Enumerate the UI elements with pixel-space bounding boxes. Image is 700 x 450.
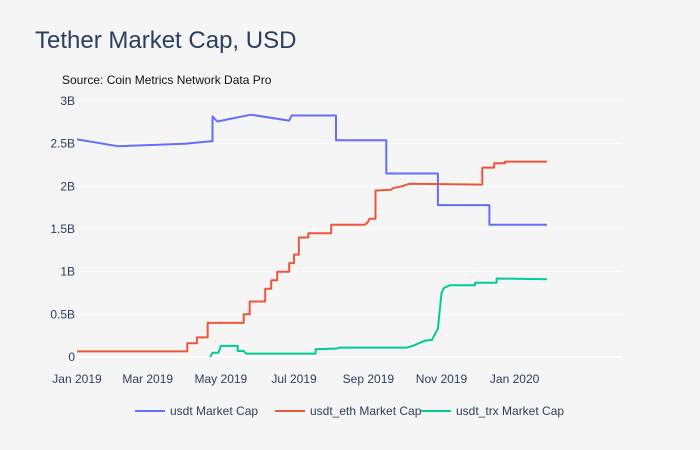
axes: 0 0.5B 1B 1.5B 2B 2.5B 3B Jan 2019 Mar 2019 May 2… — [50, 94, 539, 386]
x-tick-label: May 2019 — [195, 372, 248, 386]
y-tick-label: 1B — [60, 265, 75, 279]
y-tick-label: 0.5B — [50, 307, 75, 321]
source-annotation: Source: Coin Metrics Network Data Pro — [62, 73, 272, 87]
legend-label: usdt_eth Market Cap — [310, 404, 422, 418]
x-tick-label: Jan 2020 — [490, 372, 540, 386]
x-tick-label: Mar 2019 — [122, 372, 173, 386]
y-tick-label: 2.5B — [50, 137, 75, 151]
legend-label: usdt_trx Market Cap — [456, 404, 564, 418]
series-lines — [76, 113, 548, 358]
x-tick-label: Jul 2019 — [271, 372, 317, 386]
series-line-0 — [76, 113, 547, 226]
x-tick-label: Nov 2019 — [416, 372, 468, 386]
y-tick-label: 1.5B — [50, 222, 75, 236]
legend[interactable]: usdt Market Cap usdt_eth Market Cap usdt_t… — [135, 404, 564, 418]
y-tick-label: 0 — [68, 350, 75, 364]
legend-item-1[interactable]: usdt_eth Market Cap — [275, 404, 422, 418]
chart-title: Tether Market Cap, USD — [35, 27, 297, 54]
x-tick-label: Sep 2019 — [343, 372, 395, 386]
legend-label: usdt Market Cap — [170, 404, 258, 418]
series-line-2 — [209, 277, 548, 358]
legend-item-0[interactable]: usdt Market Cap — [135, 404, 258, 418]
series-line-1 — [77, 160, 547, 353]
y-tick-label: 2B — [60, 179, 75, 193]
y-tick-label: 3B — [60, 94, 75, 108]
legend-item-2[interactable]: usdt_trx Market Cap — [421, 404, 564, 418]
x-tick-label: Jan 2019 — [52, 372, 102, 386]
